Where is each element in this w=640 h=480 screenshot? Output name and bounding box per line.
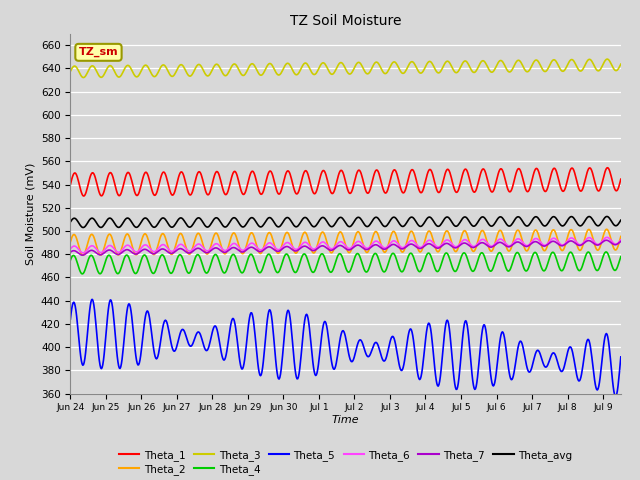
Theta_avg (484, 221, 492, 227)
Theta_2 (541, 248, 549, 253)
Theta_2 (418, 248, 426, 253)
Line: Theta_5: Theta_5 (70, 300, 621, 396)
Theta_3 (617, 61, 625, 67)
Theta_5 (387, 336, 395, 342)
Theta_5 (541, 364, 549, 370)
Theta_avg (101, 221, 109, 227)
Theta_5 (88, 297, 96, 302)
Theta_3 (603, 56, 611, 62)
Theta_3 (387, 63, 395, 69)
Theta_2 (484, 244, 492, 250)
Theta_avg (401, 222, 409, 228)
Theta_6 (401, 243, 409, 249)
Theta_4 (418, 266, 426, 272)
Theta_2 (387, 233, 395, 239)
Theta_7 (401, 245, 409, 251)
Line: Theta_7: Theta_7 (70, 240, 621, 255)
Legend: Theta_1, Theta_2, Theta_3, Theta_4, Theta_5, Theta_6, Theta_7, Theta_avg: Theta_1, Theta_2, Theta_3, Theta_4, Thet… (115, 445, 577, 479)
Theta_1 (484, 181, 492, 187)
Theta_3 (101, 70, 109, 76)
Theta_7 (484, 243, 492, 249)
Text: TZ_sm: TZ_sm (79, 47, 118, 58)
Theta_4 (101, 261, 109, 266)
Theta_3 (541, 69, 549, 74)
Theta_1 (67, 182, 74, 188)
Theta_6 (79, 250, 86, 256)
Line: Theta_4: Theta_4 (70, 252, 621, 274)
Theta_2 (617, 234, 625, 240)
Theta_4 (67, 257, 74, 263)
Theta_5 (484, 351, 492, 357)
Theta_avg (541, 223, 549, 229)
Theta_4 (78, 271, 86, 277)
Theta_6 (101, 247, 109, 252)
Theta_avg (617, 217, 625, 223)
Theta_3 (484, 66, 492, 72)
Theta_7 (418, 245, 426, 251)
Y-axis label: Soil Moisture (mV): Soil Moisture (mV) (26, 162, 35, 265)
Theta_3 (67, 69, 74, 74)
Theta_1 (604, 165, 612, 170)
Title: TZ Soil Moisture: TZ Soil Moisture (290, 14, 401, 28)
Theta_avg (67, 219, 74, 225)
Theta_4 (387, 253, 395, 259)
Theta_7 (79, 252, 86, 258)
Theta_5 (401, 353, 409, 359)
Theta_6 (484, 241, 492, 247)
Theta_7 (101, 250, 109, 255)
Theta_2 (79, 252, 86, 258)
Theta_avg (387, 217, 395, 223)
Theta_7 (602, 238, 610, 243)
Theta_3 (401, 69, 409, 74)
Theta_1 (418, 190, 426, 195)
Theta_2 (602, 227, 610, 232)
Line: Theta_avg: Theta_avg (70, 216, 621, 228)
Theta_1 (617, 176, 625, 182)
Theta_6 (418, 244, 426, 250)
Theta_2 (67, 239, 74, 245)
Theta_5 (101, 344, 109, 350)
Theta_avg (418, 223, 426, 229)
Theta_2 (101, 242, 109, 248)
Theta_6 (387, 240, 395, 246)
X-axis label: Time: Time (332, 415, 360, 425)
Theta_4 (602, 249, 610, 255)
Theta_7 (541, 243, 549, 249)
Theta_7 (387, 242, 395, 248)
Theta_7 (67, 249, 74, 255)
Theta_3 (79, 75, 87, 81)
Theta_6 (603, 234, 611, 240)
Theta_6 (617, 237, 625, 243)
Theta_3 (418, 70, 426, 76)
Line: Theta_6: Theta_6 (70, 237, 621, 253)
Theta_avg (79, 225, 87, 230)
Theta_1 (541, 189, 549, 194)
Theta_avg (603, 214, 611, 219)
Theta_1 (79, 193, 87, 199)
Theta_4 (541, 267, 549, 273)
Theta_1 (387, 176, 395, 181)
Theta_5 (67, 316, 74, 322)
Theta_5 (617, 354, 625, 360)
Theta_5 (418, 370, 426, 376)
Theta_6 (67, 246, 74, 252)
Theta_1 (401, 188, 409, 193)
Theta_4 (401, 264, 409, 269)
Line: Theta_2: Theta_2 (70, 229, 621, 255)
Theta_1 (101, 186, 109, 192)
Theta_4 (617, 254, 625, 260)
Line: Theta_1: Theta_1 (70, 168, 621, 196)
Theta_6 (541, 242, 549, 248)
Line: Theta_3: Theta_3 (70, 59, 621, 78)
Theta_2 (401, 245, 409, 251)
Theta_4 (484, 266, 492, 272)
Theta_5 (611, 394, 619, 399)
Theta_7 (617, 239, 625, 244)
